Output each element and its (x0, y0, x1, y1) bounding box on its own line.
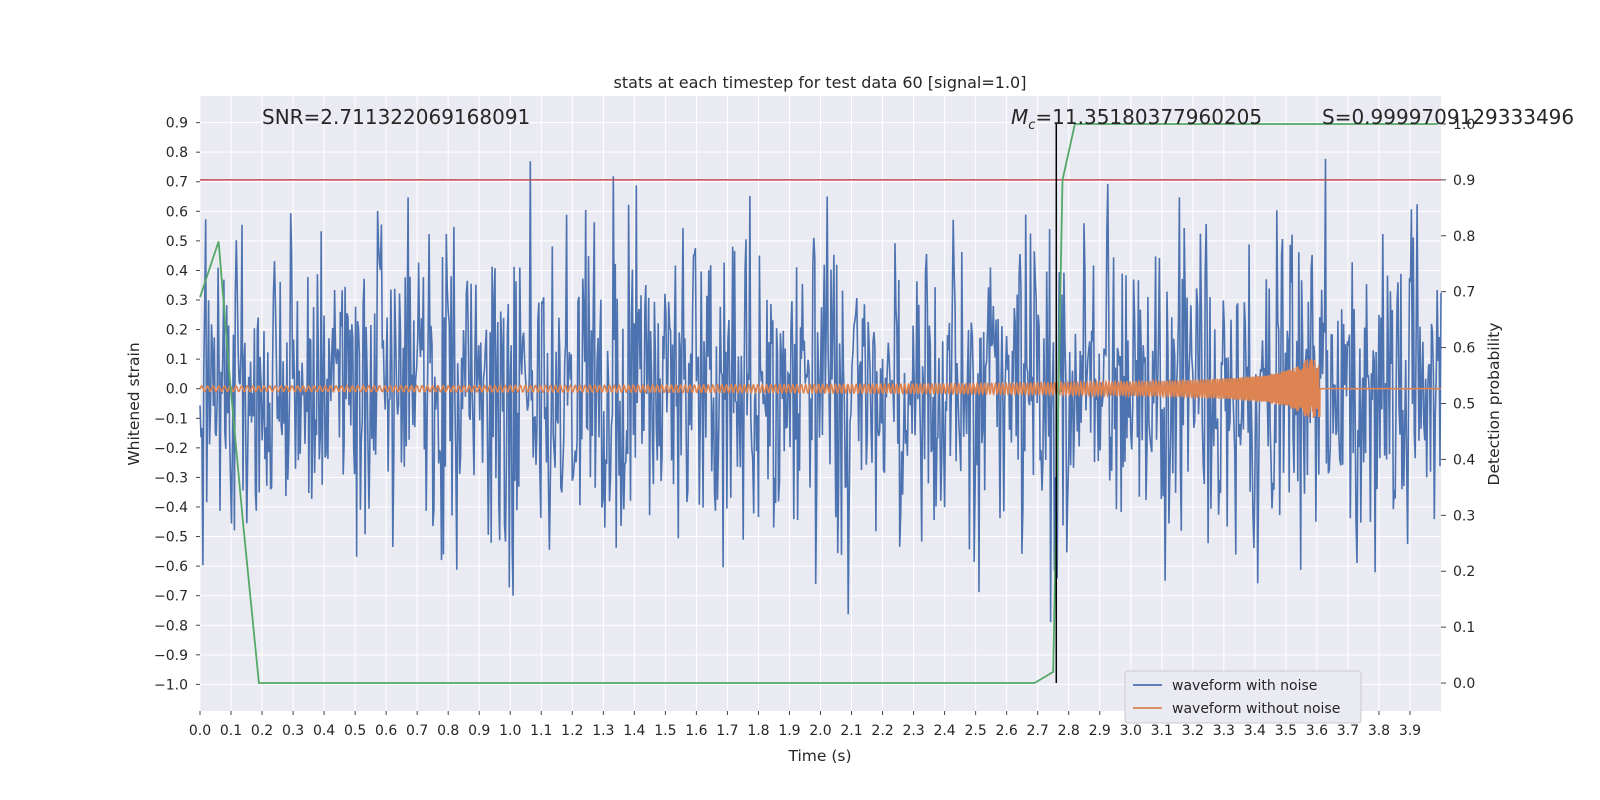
s-annotation: S=0.9999709129333496 (1322, 105, 1574, 129)
series-waveform-without-noise (199, 359, 1441, 419)
y2-tick-label: 0.8 (1453, 229, 1475, 245)
x-tick-label: 3.6 (1306, 723, 1328, 739)
y-tick-label: 0.7 (166, 175, 188, 191)
y-tick-label: 0.5 (166, 234, 188, 250)
y-tick-label: −1.0 (154, 677, 188, 693)
x-tick-label: 3.2 (1182, 723, 1204, 739)
x-tick-label: 3.1 (1151, 723, 1173, 739)
y-tick-label: −0.6 (154, 559, 188, 575)
y-tick-label: 0.2 (166, 323, 188, 339)
y2-tick-label: 0.6 (1453, 341, 1475, 357)
x-tick-labels: 0.0 0.1 0.2 0.3 0.4 0.5 0.6 0.7 0.8 0.9 1.0 1.1 1.2 1… (189, 711, 1421, 739)
chirp-mass-annotation: Mc=11.35180377960205 (1011, 105, 1262, 133)
x-tick-label: 3.9 (1399, 723, 1421, 739)
y2-tick-label: 0.0 (1453, 676, 1475, 692)
x-tick-label: 1.5 (654, 723, 676, 739)
chirp-mass-value: =11.35180377960205 (1035, 105, 1262, 129)
y2-tick-labels: 1.0 0.9 0.8 0.7 0.6 0.5 0.4 0.3 0.2 0.1 0.0 (1441, 117, 1475, 692)
x-tick-label: 0.4 (313, 723, 335, 739)
y-tick-label: −0.3 (154, 470, 188, 486)
legend-label-without-noise: waveform without noise (1172, 701, 1340, 717)
x-tick-label: 0.2 (251, 723, 273, 739)
x-tick-label: 0.5 (344, 723, 366, 739)
legend-label-with-noise: waveform with noise (1172, 678, 1317, 694)
y-tick-label: −0.1 (154, 411, 188, 427)
y2-tick-label: 0.7 (1453, 285, 1475, 301)
x-tick-label: 0.9 (468, 723, 490, 739)
y-tick-label: −0.4 (154, 500, 188, 516)
y-tick-label: 0.3 (166, 293, 188, 309)
y-tick-label: −0.2 (154, 441, 188, 457)
x-tick-label: 0.3 (282, 723, 304, 739)
x-tick-label: 1.7 (716, 723, 738, 739)
y-tick-label: 0.9 (166, 116, 188, 132)
x-tick-label: 1.9 (778, 723, 800, 739)
chirp-line (199, 359, 1441, 419)
x-tick-label: 2.3 (902, 723, 924, 739)
y-tick-label: −0.8 (154, 618, 188, 634)
snr-annotation: SNR=2.711322069168091 (262, 105, 530, 129)
y2-tick-label: 0.1 (1453, 620, 1475, 636)
x-tick-label: 0.1 (220, 723, 242, 739)
y2-tick-label: 0.4 (1453, 452, 1475, 468)
x-tick-label: 3.3 (1213, 723, 1235, 739)
y-tick-label: 0.8 (166, 145, 188, 161)
x-tick-label: 2.8 (1058, 723, 1080, 739)
y2-axis-label: Detection probability (1485, 323, 1503, 486)
x-tick-label: 2.6 (996, 723, 1018, 739)
y-tick-label: 0.1 (166, 352, 188, 368)
x-tick-label: 0.0 (189, 723, 211, 739)
x-tick-label: 1.8 (747, 723, 769, 739)
x-tick-label: 1.2 (561, 723, 583, 739)
x-tick-label: 3.5 (1275, 723, 1297, 739)
y-tick-label: −0.7 (154, 589, 188, 605)
x-tick-label: 2.2 (871, 723, 893, 739)
series-detection-probability (199, 123, 1438, 684)
y2-tick-label: 0.2 (1453, 564, 1475, 580)
x-tick-label: 3.4 (1244, 723, 1266, 739)
x-tick-label: 2.1 (840, 723, 862, 739)
x-tick-label: 0.6 (375, 723, 397, 739)
y2-tick-label: 0.9 (1453, 173, 1475, 189)
legend: waveform with noise waveform without noi… (1124, 670, 1362, 724)
x-tick-label: 2.4 (933, 723, 955, 739)
x-tick-label: 0.7 (406, 723, 428, 739)
x-tick-label: 1.3 (592, 723, 614, 739)
x-tick-label: 2.7 (1027, 723, 1049, 739)
y-tick-label: 0.6 (166, 204, 188, 220)
y-axis-label: Whitened strain (125, 342, 143, 465)
x-tick-label: 1.1 (530, 723, 552, 739)
x-tick-label: 2.9 (1089, 723, 1111, 739)
x-tick-label: 3.7 (1337, 723, 1359, 739)
x-tick-label: 0.8 (437, 723, 459, 739)
noise-line (199, 158, 1442, 623)
x-tick-label: 3.8 (1368, 723, 1390, 739)
x-tick-label: 1.4 (623, 723, 645, 739)
y2-tick-label: 0.5 (1453, 397, 1475, 413)
chart-title: stats at each timestep for test data 60 … (614, 73, 1027, 92)
y-tick-labels: 0.9 0.8 0.7 0.6 0.5 0.4 0.3 0.2 0.1 0.0 −0.1 −0.2 −0… (154, 116, 200, 693)
x-axis-label: Time (s) (787, 747, 851, 765)
y-tick-label: −0.5 (154, 530, 188, 546)
probability-line (199, 123, 1438, 684)
x-tick-label: 2.0 (809, 723, 831, 739)
y-tick-label: 0.0 (166, 382, 188, 398)
y2-tick-label: 0.3 (1453, 508, 1475, 524)
chirp-mass-symbol: M (1011, 105, 1028, 129)
chirp-mass-subscript: c (1028, 118, 1035, 133)
series-waveform-with-noise (199, 158, 1442, 623)
y2-tick-label: 1.0 (1453, 117, 1475, 133)
y-tick-label: 0.4 (166, 263, 188, 279)
x-tick-label: 1.0 (499, 723, 521, 739)
legend-box (1124, 670, 1362, 724)
x-tick-label: 2.5 (964, 723, 986, 739)
y-tick-label: −0.9 (154, 648, 188, 664)
x-tick-label: 1.6 (685, 723, 707, 739)
x-tick-label: 3.0 (1120, 723, 1142, 739)
